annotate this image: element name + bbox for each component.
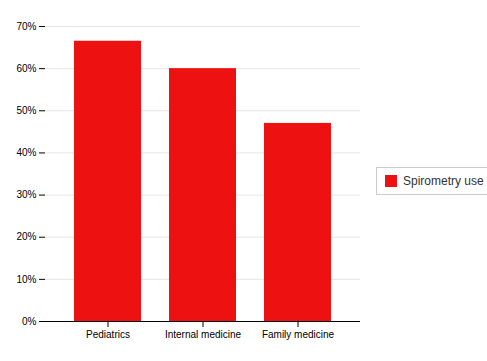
svg-text:70%: 70% <box>16 20 36 31</box>
svg-text:Internal medicine: Internal medicine <box>165 328 242 339</box>
svg-text:40%: 40% <box>16 147 36 158</box>
svg-text:30%: 30% <box>16 189 36 200</box>
svg-text:20%: 20% <box>16 231 36 242</box>
svg-text:60%: 60% <box>16 62 36 73</box>
svg-text:10%: 10% <box>16 273 36 284</box>
svg-text:0%: 0% <box>22 315 37 326</box>
svg-text:50%: 50% <box>16 104 36 115</box>
html-text:Spirometry use: Spirometry use <box>403 173 484 188</box>
svg-text:Family medicine: Family medicine <box>262 328 335 339</box>
svg-text:Pediatrics: Pediatrics <box>86 328 130 339</box>
